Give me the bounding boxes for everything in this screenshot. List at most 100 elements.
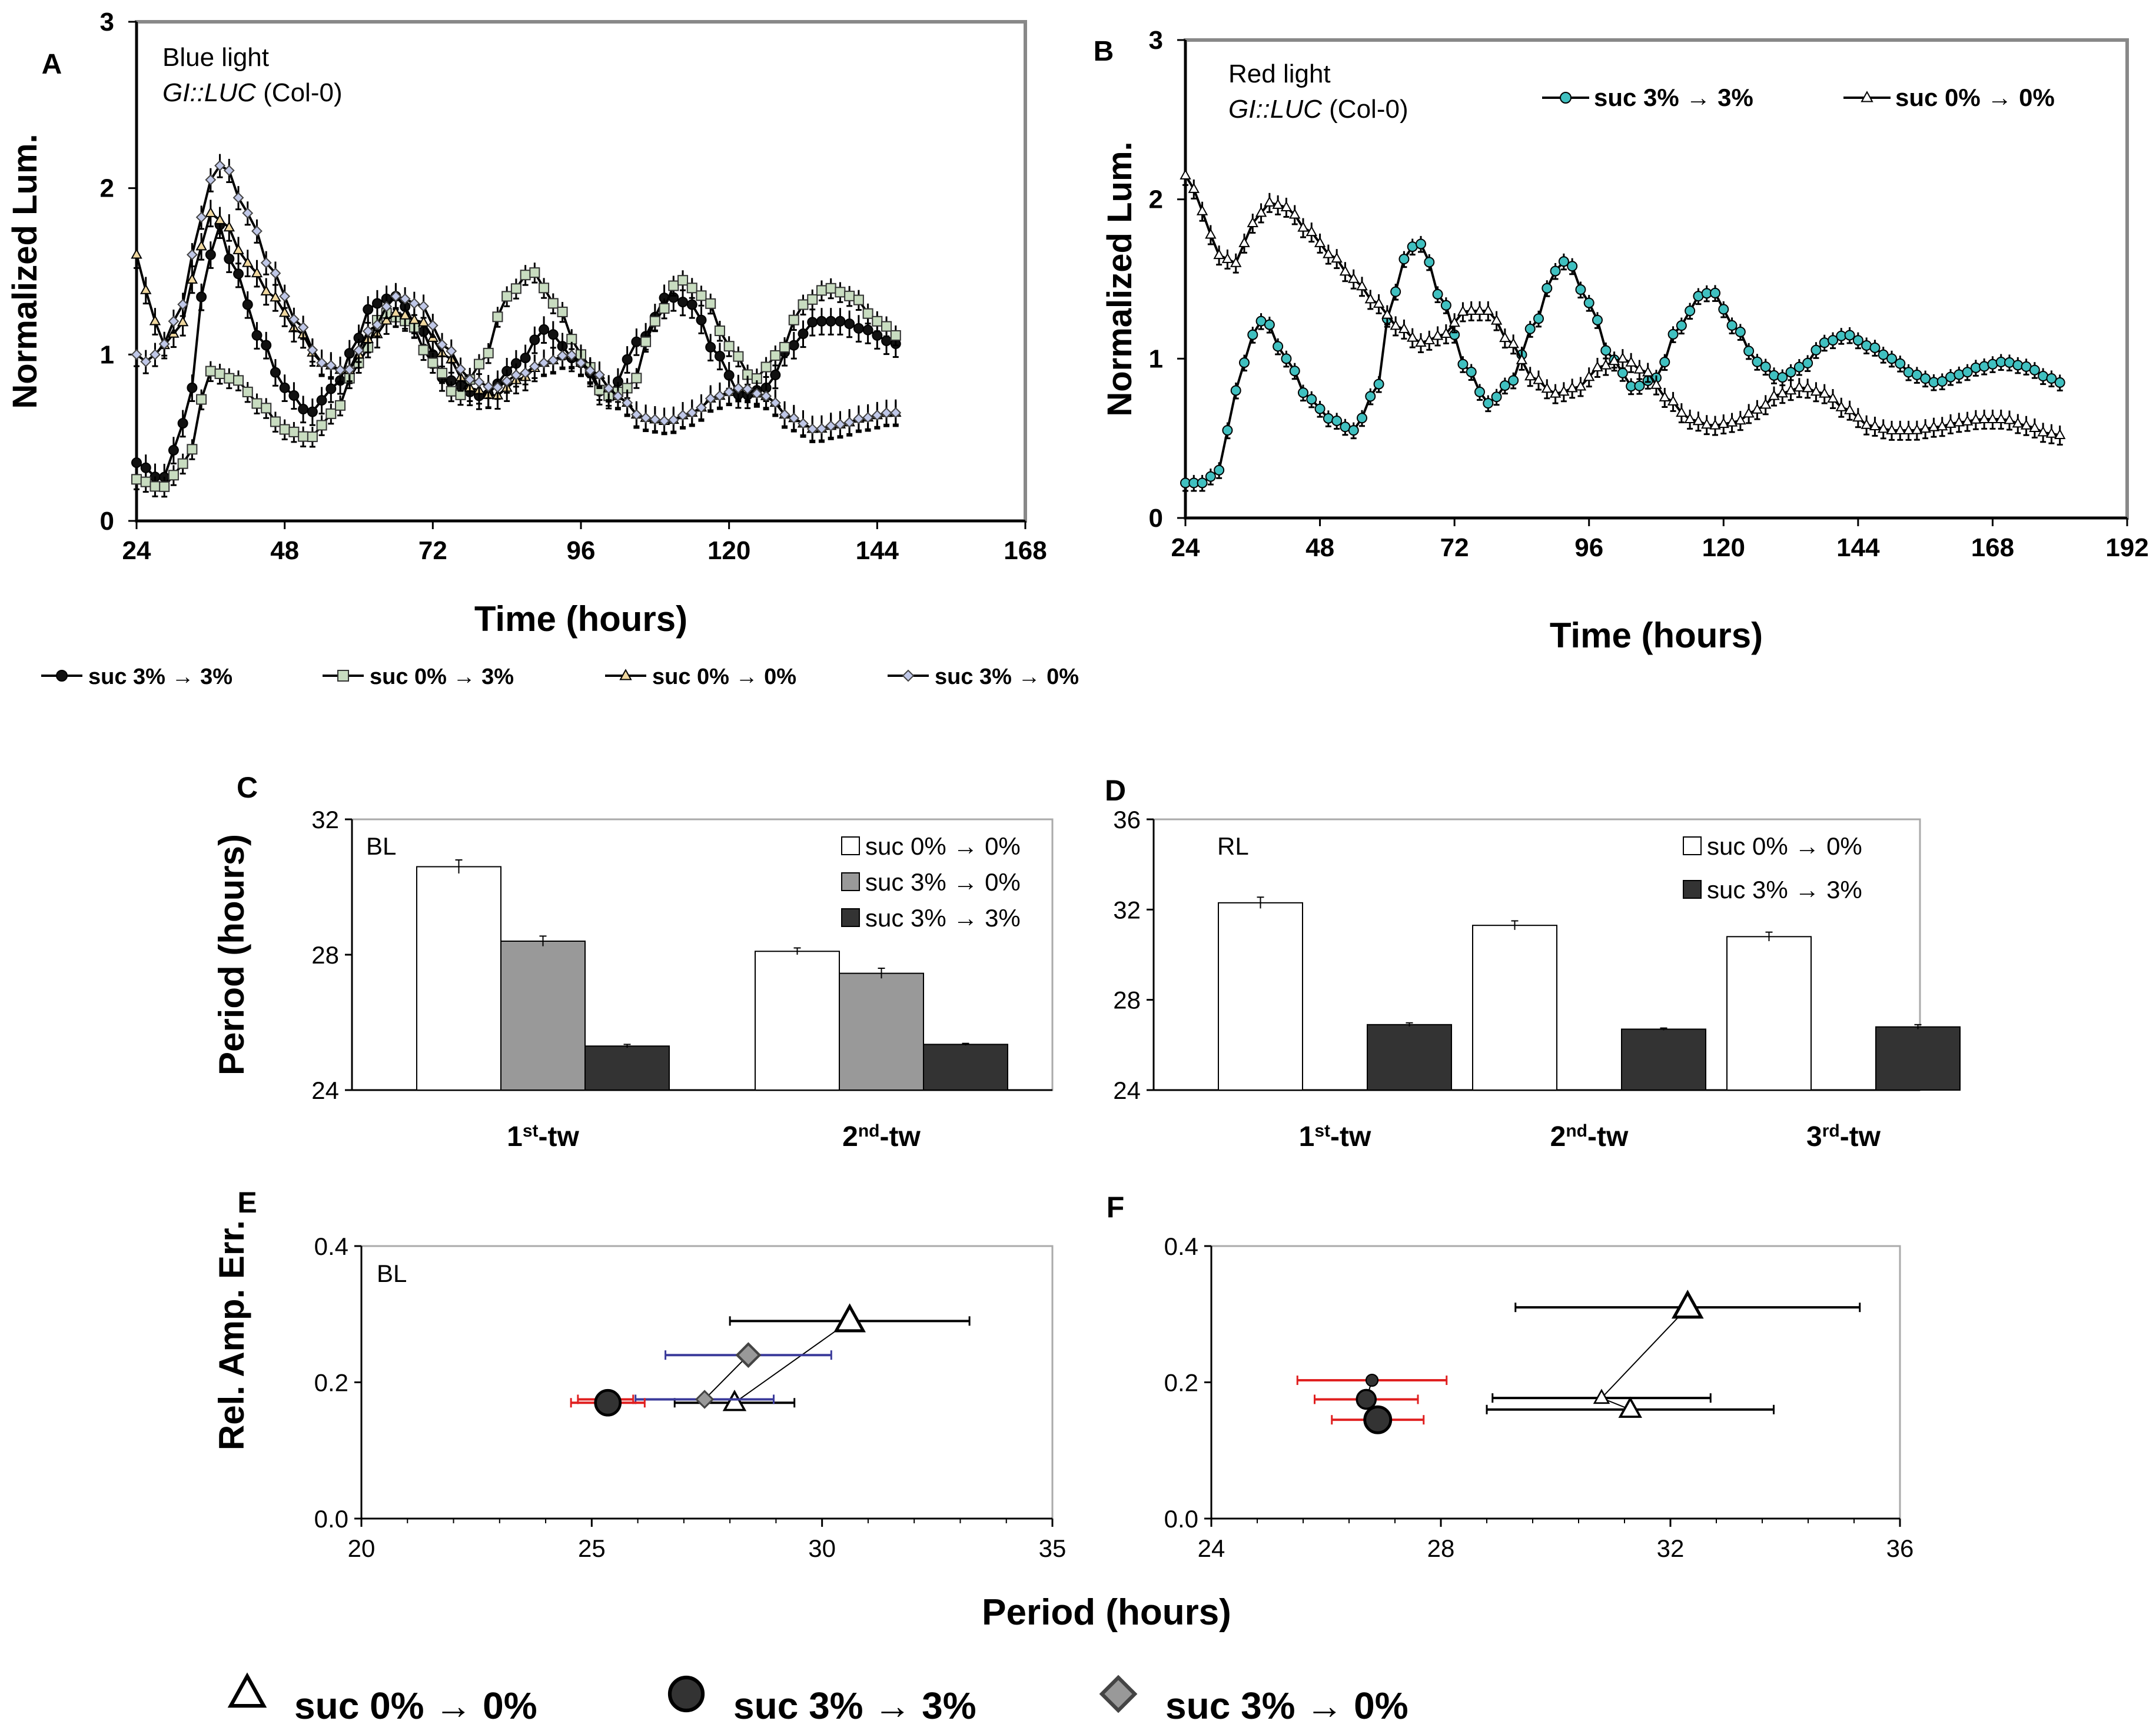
data-point <box>1431 330 1444 340</box>
data-point <box>344 364 356 376</box>
data-point <box>1827 392 1839 403</box>
data-point <box>853 323 864 334</box>
x-tick-label: 168 <box>1004 536 1047 565</box>
data-point <box>714 325 725 337</box>
x-axis-title-shared: Period (hours) <box>982 1592 1231 1633</box>
x-axis-title: Time (hours) <box>474 599 687 639</box>
legend-marker <box>619 669 632 680</box>
data-point <box>251 330 263 341</box>
data-point <box>529 267 540 278</box>
y-tick-label: 0.4 <box>1164 1233 1198 1260</box>
data-point <box>723 386 735 398</box>
data-point <box>1524 370 1536 381</box>
data-point <box>788 340 799 351</box>
data-point <box>325 383 337 394</box>
category-label-part: 1 <box>507 1121 523 1152</box>
data-point <box>1490 314 1503 325</box>
data-point <box>1945 417 1956 428</box>
legend-swatch <box>841 908 860 927</box>
data-point <box>1314 403 1326 414</box>
data-point <box>381 301 393 313</box>
data-point <box>1415 336 1427 347</box>
data-point <box>1936 420 1948 431</box>
plot-frame <box>360 1245 1054 1520</box>
data-point <box>1819 387 1831 398</box>
data-point <box>1600 345 1612 356</box>
legend-marker <box>1861 91 1873 102</box>
data-point <box>159 481 170 492</box>
data-point <box>279 382 290 393</box>
reporter-label: GI::LUC (Col-0) <box>1228 95 1408 124</box>
category-label-part: nd <box>858 1121 880 1141</box>
y-tick-label: 3 <box>1149 26 1163 55</box>
y-tick-label: 0.0 <box>1164 1505 1198 1533</box>
data-point <box>473 376 485 388</box>
data-point <box>131 248 142 259</box>
x-tick-label: 96 <box>567 536 596 565</box>
data-point <box>835 315 846 327</box>
data-point <box>140 284 152 294</box>
data-point <box>1852 335 1863 346</box>
x-tick-label: 24 <box>122 536 151 565</box>
data-point <box>529 334 540 346</box>
data-point <box>584 365 596 376</box>
legend-marker <box>667 1675 705 1713</box>
data-point <box>1499 380 1510 391</box>
data-point <box>1440 327 1452 338</box>
data-point <box>1802 381 1813 393</box>
data-point <box>1416 238 1426 250</box>
data-point <box>427 320 438 331</box>
data-point <box>677 297 689 308</box>
data-point <box>1793 361 1805 373</box>
data-point <box>437 367 448 378</box>
data-point <box>686 407 698 418</box>
data-point <box>751 388 763 400</box>
data-point <box>677 275 689 286</box>
data-point <box>1995 413 2007 423</box>
data-point <box>714 351 725 362</box>
data-point <box>177 418 188 429</box>
data-point <box>733 351 744 362</box>
data-point <box>1221 253 1234 263</box>
data-point <box>270 416 281 427</box>
data-point <box>205 174 217 185</box>
connector-line <box>1600 1307 1688 1410</box>
data-point <box>446 346 457 357</box>
data-point <box>168 470 179 481</box>
legend-marker <box>902 669 915 682</box>
data-point <box>1592 314 1603 325</box>
data-point <box>835 418 846 430</box>
bar <box>923 1044 1008 1091</box>
data-point <box>594 369 605 381</box>
legend-panel-B: suc 3% → 3% suc 0% → 0% <box>1542 84 2055 111</box>
data-point <box>1617 352 1629 363</box>
data-point <box>242 386 253 397</box>
legend-swatch <box>1683 836 1702 855</box>
data-point <box>1188 182 1200 193</box>
data-point <box>224 253 235 264</box>
data-point <box>696 402 707 413</box>
x-tick-label: 48 <box>1305 533 1334 562</box>
bar <box>416 866 501 1091</box>
reporter-gene: GI::LUC <box>1228 95 1323 124</box>
data-point <box>214 160 225 171</box>
x-tick-label: 28 <box>1427 1534 1455 1562</box>
data-point <box>1583 297 1594 308</box>
legend-swatch <box>1683 880 1702 899</box>
data-point <box>1541 382 1553 393</box>
data-point <box>566 349 577 361</box>
data-point <box>408 314 420 324</box>
category-label-part: st <box>1314 1121 1330 1141</box>
data-point <box>2004 414 2015 424</box>
data-point <box>538 357 550 368</box>
panel-letter: E <box>237 1186 257 1219</box>
data-point <box>695 1390 715 1409</box>
data-point <box>1449 316 1460 327</box>
data-point <box>1735 326 1746 337</box>
data-point <box>1878 349 1889 360</box>
data-point <box>316 395 327 406</box>
y-tick-label: 32 <box>311 806 339 833</box>
data-point <box>1743 407 1755 418</box>
data-point <box>835 287 846 298</box>
